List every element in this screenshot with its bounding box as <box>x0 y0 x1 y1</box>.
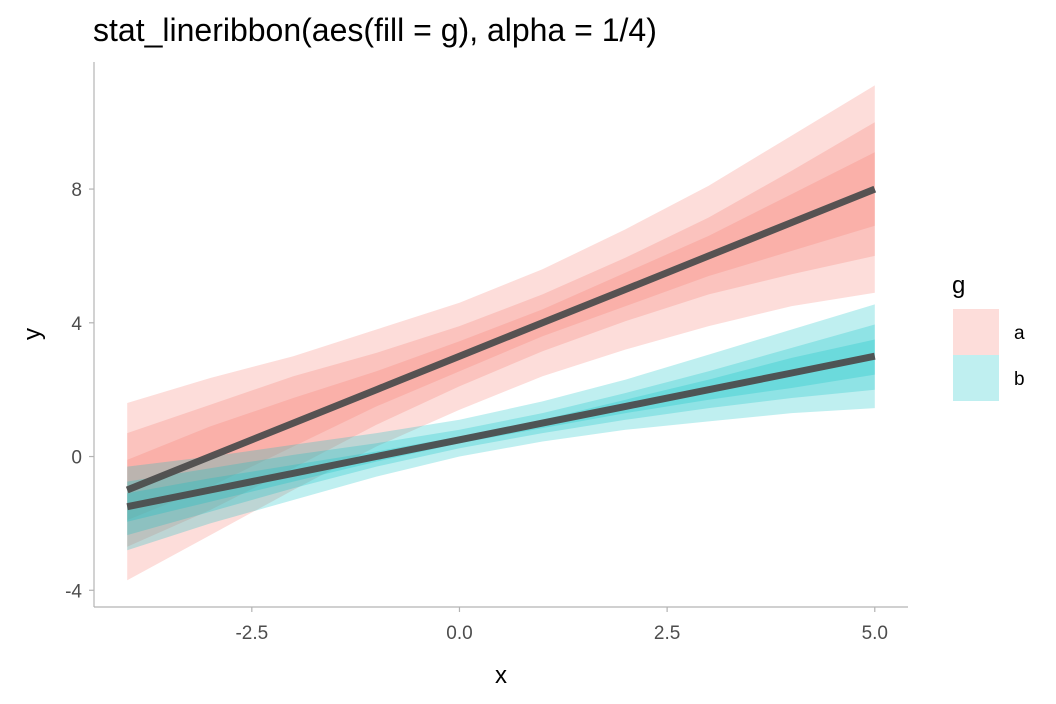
legend-key-b <box>953 355 999 401</box>
y-tick-label: 0 <box>71 448 82 469</box>
x-tick-label: 5.0 <box>862 623 888 644</box>
legend-label-b: b <box>1014 369 1025 390</box>
x-axis-title: x <box>495 662 507 689</box>
median-line-b <box>126 352 876 511</box>
median-lines-layer <box>125 185 877 511</box>
chart-title: stat_lineribbon(aes(fill = g), alpha = 1… <box>93 12 657 48</box>
ribbon-a-band-2 <box>127 122 875 547</box>
median-line-a <box>125 185 877 494</box>
y-tick-label: 8 <box>71 180 82 201</box>
x-tick-label: 2.5 <box>654 623 680 644</box>
legend-label-a: a <box>1014 323 1025 344</box>
legend: g ab <box>952 272 1025 401</box>
y-axis-ticks: -4 0 4 8 <box>65 180 94 602</box>
ribbon-a-band-1 <box>127 85 875 581</box>
y-axis-title: y <box>19 328 46 340</box>
x-tick-label: 0.0 <box>446 623 472 644</box>
ribbons-layer <box>127 85 875 581</box>
y-tick-label: 4 <box>71 314 82 335</box>
x-tick-label: -2.5 <box>235 623 268 644</box>
y-tick-label: -4 <box>65 581 82 602</box>
ribbon-b-band-1 <box>127 304 875 551</box>
legend-keys: ab <box>953 309 1025 401</box>
x-axis-ticks: -2.5 0.0 2.5 5.0 <box>235 607 888 644</box>
legend-title: g <box>952 272 965 299</box>
legend-key-a <box>953 309 999 355</box>
